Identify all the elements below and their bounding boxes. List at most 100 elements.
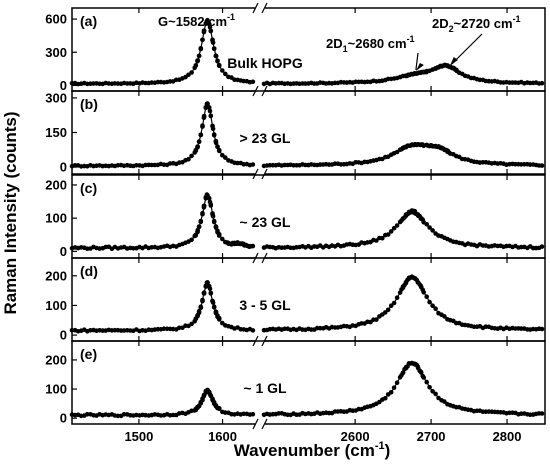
data-point xyxy=(216,63,222,69)
spectrum-line xyxy=(71,193,543,250)
data-point xyxy=(433,391,438,397)
data-point xyxy=(210,126,216,132)
panel-label: (c) xyxy=(80,180,97,196)
data-point xyxy=(189,153,194,159)
data-point xyxy=(193,63,199,68)
data-point xyxy=(200,297,205,303)
y-tick-label: 300 xyxy=(45,90,67,105)
y-tick-label: 200 xyxy=(45,352,67,367)
data-point xyxy=(391,300,397,306)
data-point xyxy=(388,390,394,395)
x-tick-label: 1500 xyxy=(124,429,153,444)
data-point xyxy=(205,280,210,285)
panel-a: 0 300 600 (a) Bulk HOPG G~1582 cm-1 2D1~2680 c… xyxy=(45,2,546,97)
data-point xyxy=(206,196,212,201)
sample-label: ~ 1 GL xyxy=(243,380,287,396)
y-tick-label: 0 xyxy=(60,328,67,343)
y-tick-label: 200 xyxy=(45,177,67,192)
data-point xyxy=(211,46,217,51)
data-point xyxy=(418,370,424,375)
data-point xyxy=(220,236,225,242)
y-tick-label: 600 xyxy=(45,12,67,27)
panel-label: (e) xyxy=(80,346,97,362)
data-point xyxy=(213,309,219,315)
data-point xyxy=(250,243,256,249)
panel-d: 0 100 200 (d) 3 - 5 GL xyxy=(45,257,546,347)
axis-break-gap xyxy=(255,420,265,428)
panel-label: (d) xyxy=(80,263,98,279)
data-point xyxy=(189,70,194,75)
y-tick-label: 200 xyxy=(45,268,67,283)
data-point xyxy=(216,317,222,322)
data-point xyxy=(207,24,213,30)
data-point xyxy=(201,203,207,209)
sample-label: ~ 23 GL xyxy=(240,214,291,230)
data-point xyxy=(207,286,213,292)
axis-break-mark xyxy=(261,418,268,430)
data-point xyxy=(223,155,228,160)
spectrum-line xyxy=(71,275,543,332)
y-tick-label: 100 xyxy=(45,298,67,313)
arrow-head xyxy=(449,57,458,66)
data-point xyxy=(189,237,194,243)
data-point xyxy=(424,294,430,300)
data-point xyxy=(216,232,222,238)
axis-break-mark xyxy=(252,168,259,180)
data-point xyxy=(250,162,256,167)
x-tick-label: 2800 xyxy=(493,429,522,444)
panel-label: (a) xyxy=(80,13,97,29)
data-point xyxy=(433,306,438,312)
data-point xyxy=(430,389,435,394)
data-point xyxy=(216,147,222,153)
y-tick-label: 0 xyxy=(60,78,67,93)
x-axis: 1500 1600 2600 2700 2800 xyxy=(124,429,521,444)
y-tick-label: 150 xyxy=(45,125,67,140)
data-point xyxy=(250,411,256,417)
axis-break-gap xyxy=(255,4,265,12)
data-point xyxy=(539,411,545,416)
y-tick-label: 100 xyxy=(45,382,67,397)
data-point xyxy=(400,370,406,376)
data-point xyxy=(427,385,432,390)
data-point xyxy=(198,132,204,138)
data-point xyxy=(198,304,204,310)
data-point xyxy=(198,219,204,224)
y-tick-label: 0 xyxy=(60,160,67,175)
panel-b: 0 150 300 (b) > 23 GL xyxy=(45,90,546,180)
panel-e: 0 100 200 (e) ~ 1 GL xyxy=(45,340,546,430)
data-point xyxy=(223,71,228,77)
data-point xyxy=(189,321,194,327)
data-point xyxy=(216,406,222,411)
data-point xyxy=(201,28,207,34)
data-point xyxy=(394,380,400,386)
data-point xyxy=(385,232,391,237)
axis-break-gap xyxy=(255,170,265,178)
data-point xyxy=(186,156,191,162)
data-point xyxy=(211,218,217,224)
data-point xyxy=(207,108,213,114)
data-point xyxy=(211,133,217,138)
data-point xyxy=(430,228,435,233)
data-point xyxy=(427,299,432,305)
axis-break-mark xyxy=(252,2,259,14)
data-point xyxy=(208,113,214,118)
data-point xyxy=(211,305,217,310)
data-point xyxy=(201,290,207,295)
data-point xyxy=(201,114,207,119)
y-tick-label: 0 xyxy=(60,411,67,426)
y-tick-label: 0 xyxy=(60,244,67,259)
data-point xyxy=(210,40,216,45)
data-point xyxy=(442,399,447,404)
data-point xyxy=(213,53,219,59)
data-point xyxy=(208,202,214,207)
x-tick-label: 2600 xyxy=(341,429,370,444)
spectrum-line xyxy=(71,102,543,168)
annotation-g-peak: G~1582 cm-1 xyxy=(158,12,235,29)
data-point xyxy=(391,385,397,391)
data-point xyxy=(200,37,205,43)
data-point xyxy=(195,144,200,149)
x-tick-label: 1600 xyxy=(208,429,237,444)
annotation-2d1-peak: 2D1~2680 cm-1 xyxy=(326,34,415,54)
data-point xyxy=(427,225,432,230)
